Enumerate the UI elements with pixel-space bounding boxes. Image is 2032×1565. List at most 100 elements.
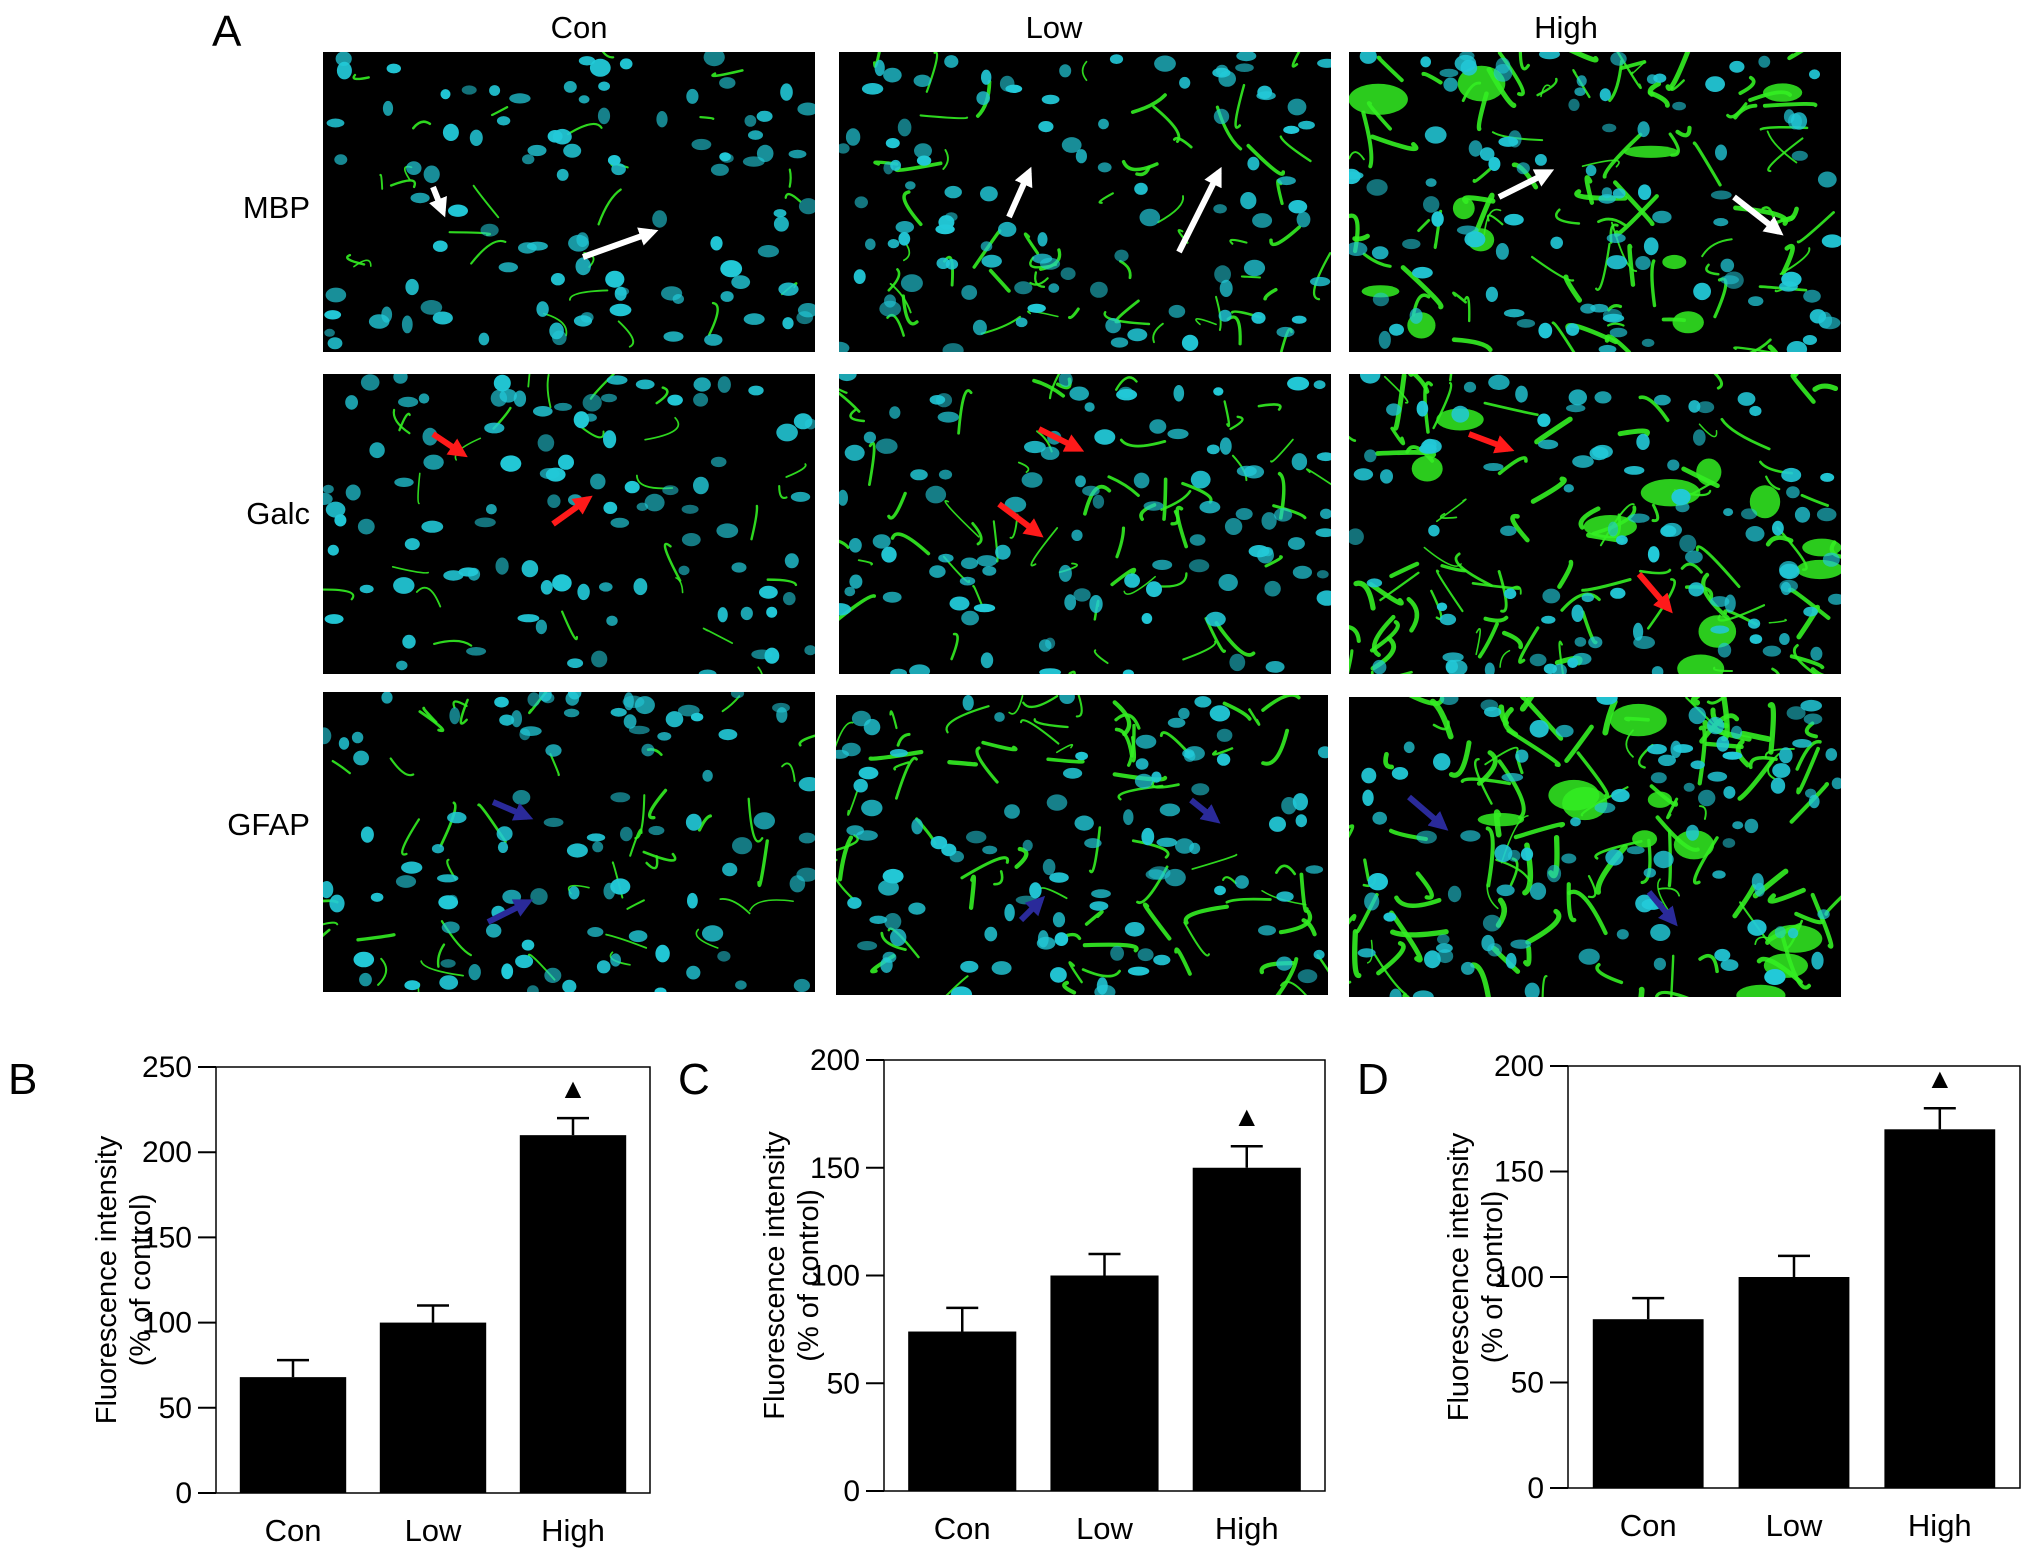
nucleus: [1137, 948, 1154, 962]
nucleus: [423, 454, 444, 470]
nucleus: [1151, 771, 1162, 783]
nucleus: [1349, 171, 1364, 180]
marker-stain-fiber: [1551, 321, 1576, 352]
nucleus: [1037, 232, 1048, 247]
nucleus: [1235, 63, 1254, 72]
marker-stain-fiber: [1182, 640, 1217, 661]
nucleus: [1537, 413, 1551, 427]
marker-stain-fiber: [1174, 947, 1192, 976]
marker-stain-fiber: [1698, 805, 1707, 820]
nucleus: [501, 963, 514, 980]
marker-stain-fiber: [1234, 83, 1246, 129]
nucleus: [1685, 550, 1703, 564]
nucleus: [681, 533, 701, 547]
nucleus: [439, 975, 459, 990]
marker-stain-fiber: [379, 173, 384, 190]
nucleus: [550, 273, 565, 286]
marker-stain-fiber: [1486, 883, 1499, 910]
nucleus: [1710, 625, 1730, 634]
nucleus: [1224, 518, 1243, 535]
nucleus: [1707, 771, 1728, 782]
nucleus: [685, 813, 702, 831]
marker-stain-fiber: [1098, 192, 1114, 204]
marker-stain-fiber: [993, 870, 1004, 886]
marker-stain-patch: [1673, 830, 1715, 860]
marker-stain-fiber: [1675, 125, 1692, 138]
nucleus: [702, 925, 724, 942]
nucleus: [1546, 864, 1562, 883]
nucleus: [1296, 211, 1311, 228]
marker-stain-fiber: [1649, 784, 1679, 807]
nucleus: [1089, 595, 1103, 613]
nucleus: [554, 402, 572, 411]
x-tick-label: Con: [1620, 1508, 1677, 1543]
nucleus: [853, 269, 866, 284]
nucleus: [1148, 866, 1171, 880]
nucleus: [1178, 707, 1190, 720]
marker-stain-fiber: [1030, 527, 1059, 567]
marker-stain-fiber: [1555, 208, 1581, 225]
nucleus: [1787, 928, 1799, 939]
marker-stain-fiber: [1008, 695, 1024, 715]
nucleus: [1194, 696, 1212, 708]
marker-stain-fiber: [401, 818, 421, 856]
marker-stain-fiber: [1525, 908, 1562, 945]
marker-stain-fiber: [1195, 318, 1217, 326]
nucleus: [497, 841, 509, 853]
nucleus: [1651, 666, 1664, 674]
nucleus: [698, 669, 717, 674]
nucleus: [1713, 218, 1729, 227]
marker-stain-fiber: [528, 692, 548, 715]
nucleus: [1004, 903, 1015, 922]
nucleus: [611, 163, 626, 176]
nucleus: [1090, 281, 1108, 298]
nucleus: [900, 274, 923, 292]
marker-stain-fiber: [1810, 892, 1834, 949]
nucleus: [1367, 873, 1388, 891]
nucleus: [1357, 948, 1376, 958]
nucleus: [533, 406, 553, 417]
nucleus: [1484, 662, 1495, 674]
nucleus: [607, 155, 621, 166]
nucleus: [839, 341, 850, 352]
nucleus: [849, 538, 862, 553]
nucleus: [1292, 793, 1308, 811]
nucleus: [351, 731, 364, 744]
marker-stain-fiber: [1614, 194, 1659, 237]
nucleus: [1179, 76, 1191, 89]
nucleus: [1431, 211, 1444, 227]
nucleus: [1372, 292, 1389, 307]
nucleus: [1139, 208, 1161, 227]
nucleus: [1800, 699, 1822, 712]
marker-stain-fiber: [1698, 423, 1718, 438]
nucleus: [1256, 91, 1276, 101]
nucleus: [804, 418, 815, 430]
marker-stain-fiber: [629, 828, 643, 857]
nucleus: [496, 116, 511, 126]
nucleus: [359, 972, 372, 987]
marker-stain-fiber: [1157, 195, 1185, 224]
marker-stain-fiber: [1541, 975, 1548, 997]
nucleus: [1508, 130, 1522, 148]
nucleus: [1594, 391, 1612, 404]
nucleus: [509, 93, 531, 104]
nucleus: [1366, 179, 1388, 196]
marker-stain-fiber: [1131, 735, 1137, 763]
nucleus: [519, 728, 531, 741]
nucleus: [1712, 870, 1726, 879]
marker-stain-fiber: [1705, 263, 1720, 276]
nucleus: [748, 385, 764, 396]
nucleus: [1710, 190, 1732, 200]
nucleus: [469, 129, 483, 146]
marker-stain-patch: [1452, 197, 1475, 220]
bar-chart-c: 0 50 100 150 200 Con Low High ▲ Fluorescence inte…: [700, 1044, 1340, 1560]
nucleus: [1213, 204, 1227, 214]
indicator-arrow-icon: [1006, 166, 1033, 219]
marker-stain-fiber: [1534, 416, 1573, 445]
marker-stain-fiber: [1222, 876, 1237, 885]
nucleus: [334, 154, 348, 165]
marker-stain-fiber: [1361, 110, 1374, 169]
nucleus: [1276, 956, 1293, 971]
column-label-high: High: [1534, 10, 1598, 45]
nucleus: [1184, 750, 1196, 762]
